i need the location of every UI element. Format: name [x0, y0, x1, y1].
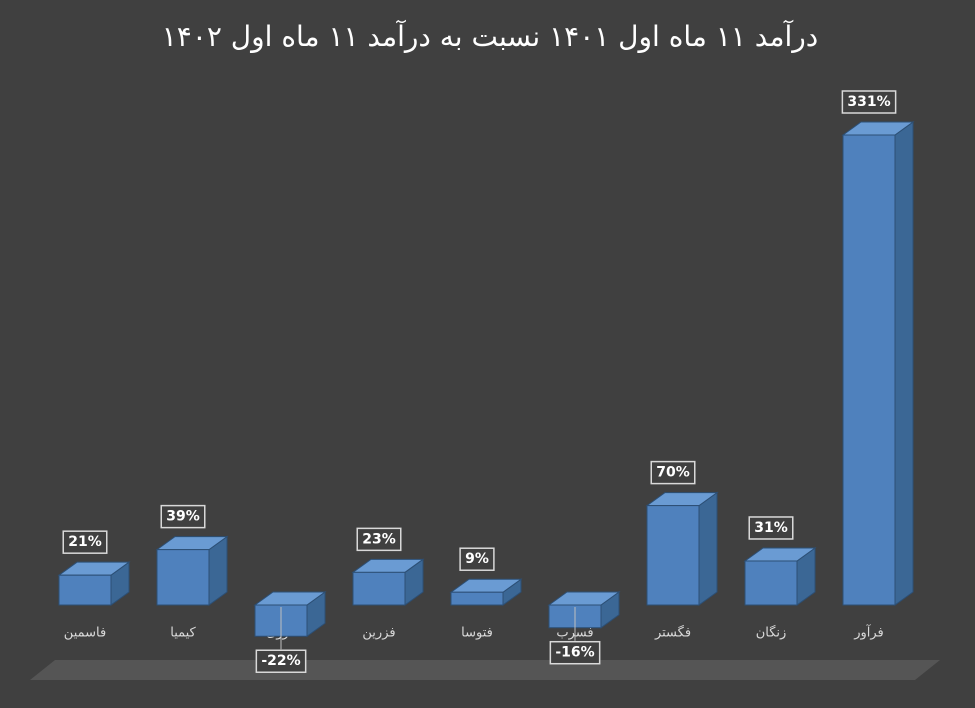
bar [842, 134, 896, 606]
data-label: 23% [362, 531, 396, 547]
bar-side [698, 491, 718, 606]
bar [450, 591, 504, 606]
x-tick-label: فگستر [654, 625, 691, 641]
chart-title: درآمد ۱۱ ماه اول ۱۴۰۱ نسبت به درآمد ۱۱ م… [162, 20, 819, 53]
data-label-box [62, 530, 108, 554]
x-tick-label: فرآور [853, 624, 884, 641]
data-label-box [356, 527, 402, 552]
data-label-box [160, 504, 206, 529]
data-label-box [841, 90, 897, 114]
bar [646, 505, 700, 606]
x-tick-label: فاسمین [64, 626, 106, 641]
data-label-box [549, 640, 601, 665]
x-tick-label: زنگان [756, 625, 787, 641]
x-tick-label: فزرین [362, 626, 395, 641]
data-label: 31% [754, 520, 788, 536]
data-label-box [255, 649, 307, 673]
data-label-box [650, 460, 696, 485]
bar [58, 574, 112, 606]
data-label: -16% [555, 645, 594, 661]
data-label: 331% [847, 94, 890, 110]
data-label: 21% [68, 534, 102, 550]
x-tick-label: فتوسا [461, 626, 493, 641]
data-label-box [459, 547, 495, 571]
data-label: 39% [166, 509, 200, 525]
data-label: 9% [465, 551, 489, 567]
bar-side [894, 121, 914, 606]
data-label-box [748, 516, 794, 540]
floor [30, 660, 940, 680]
x-tick-label: کیمیا [170, 626, 196, 641]
bar [744, 560, 798, 606]
data-label: -22% [261, 653, 300, 669]
data-label: 70% [656, 465, 690, 481]
bar [352, 571, 406, 606]
bar [156, 549, 210, 606]
